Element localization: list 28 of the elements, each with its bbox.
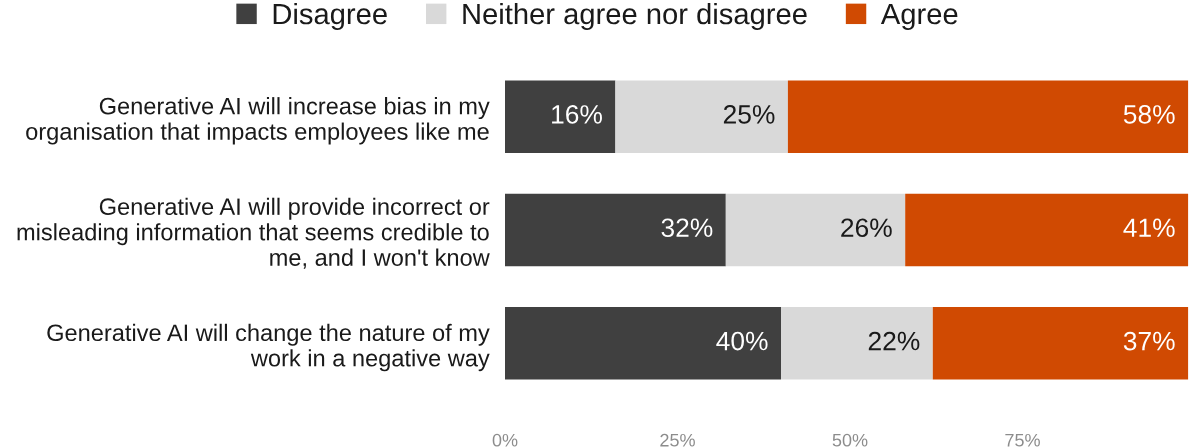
bar (725, 193, 906, 267)
data-label: 41% (1123, 218, 1175, 237)
legend-label: Agree (880, 3, 958, 31)
bar (787, 80, 1189, 153)
x-tick-label: 75% (1005, 433, 1040, 447)
x-tick-label: 25% (660, 433, 695, 447)
data-label: 37% (1123, 331, 1175, 351)
x-tick-label: 50% (832, 433, 868, 447)
data-label: 25% (723, 105, 775, 124)
bar (505, 193, 726, 267)
y-tick-label: Generative AI will provide incorrect or misleading information that seems credible to me, and I won't know (17, 197, 490, 269)
bar (781, 307, 933, 380)
x-tick-label: 0% (492, 433, 518, 447)
data-label: 40% (716, 331, 768, 351)
y-tick-label: Generative AI will change the nature of my work in a negative way (47, 323, 490, 372)
data-label: 26% (841, 218, 892, 238)
bar (615, 80, 788, 153)
data-label: 32% (661, 218, 713, 238)
data-label: 22% (868, 331, 920, 351)
data-label: 58% (1123, 105, 1175, 124)
legend-label: Disagree (273, 2, 387, 31)
bar (505, 80, 616, 153)
data-label: 16% (552, 105, 602, 124)
y-tick-label: Generative AI will increase bias in my organisation that impacts employees like me (26, 97, 490, 145)
bar (932, 307, 1189, 380)
bar (505, 307, 781, 380)
bar (905, 193, 1189, 267)
legend-label: Neither agree nor disagree (463, 2, 807, 31)
